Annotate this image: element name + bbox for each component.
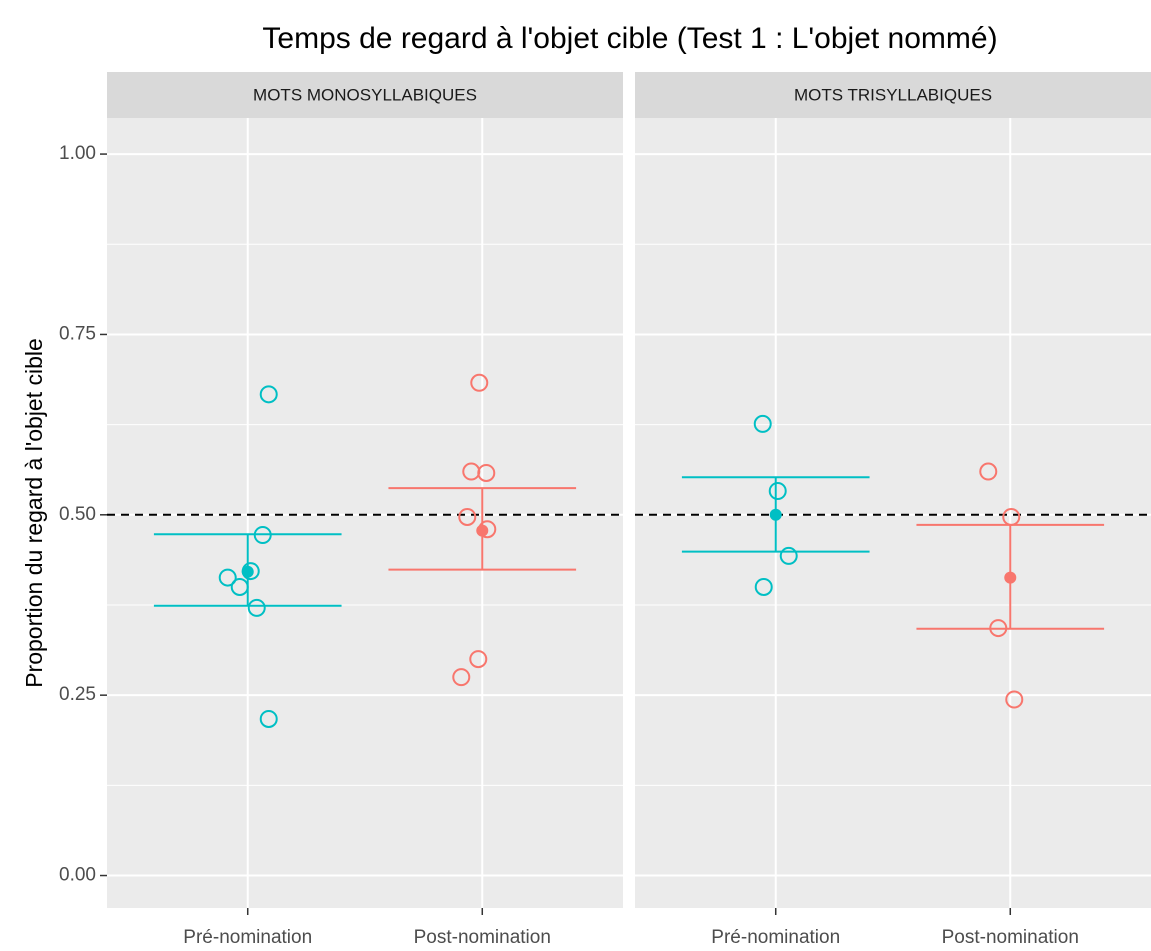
y-tick-label: 0.25 xyxy=(59,684,96,705)
mean-point xyxy=(769,508,782,521)
y-tick-label: 0.50 xyxy=(59,504,96,525)
data-point xyxy=(218,568,237,587)
y-tick-label: 0.00 xyxy=(59,865,96,886)
x-tick-label: Pré-nomination xyxy=(711,927,840,948)
data-point xyxy=(1005,690,1024,709)
strip-label: MOTS MONOSYLLABIQUES xyxy=(253,85,477,104)
data-point xyxy=(458,507,477,526)
data-point xyxy=(768,481,787,500)
chart-title: Temps de regard à l'objet cible (Test 1 … xyxy=(262,22,997,55)
data-point xyxy=(989,619,1008,638)
data-point xyxy=(753,414,772,433)
x-tick-label: Pré-nomination xyxy=(183,927,312,948)
y-tick-label: 1.00 xyxy=(59,143,96,164)
y-tick-label: 0.75 xyxy=(59,323,96,344)
panel-background xyxy=(635,118,1151,908)
x-tick-label: Post-nomination xyxy=(414,927,551,948)
data-point xyxy=(469,650,488,669)
data-point xyxy=(253,526,272,545)
data-point xyxy=(259,709,278,728)
mean-point xyxy=(476,524,489,537)
strip-label: MOTS TRISYLLABIQUES xyxy=(794,85,992,104)
data-point xyxy=(230,577,249,596)
data-point xyxy=(477,463,496,482)
data-point xyxy=(979,462,998,481)
x-tick-label: Post-nomination xyxy=(942,927,1079,948)
data-point xyxy=(754,577,773,596)
data-point xyxy=(1002,507,1021,526)
strip xyxy=(635,72,1151,118)
strip xyxy=(107,72,623,118)
mean-point xyxy=(1004,571,1017,584)
data-point xyxy=(452,668,471,687)
data-point xyxy=(247,598,266,617)
data-point xyxy=(259,385,278,404)
y-axis-label: Proportion du regard à l'objet cible xyxy=(21,338,47,688)
data-point xyxy=(779,546,798,565)
data-point xyxy=(470,373,489,392)
mean-point xyxy=(241,565,254,578)
panel-background xyxy=(107,118,623,908)
